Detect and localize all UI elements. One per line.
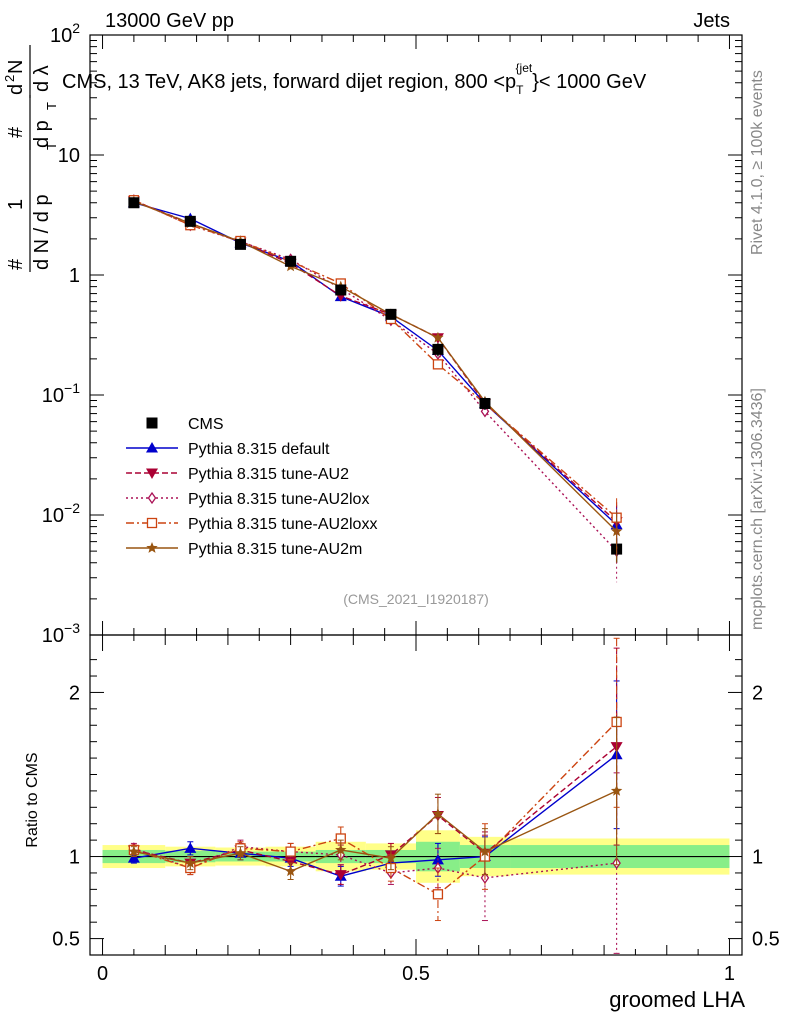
site-label: mcplots.cern.ch [arXiv:1306.3436] xyxy=(749,388,766,630)
ylabel-frac2-top: # xyxy=(5,126,27,138)
ylabel-den-sub: T xyxy=(44,142,59,150)
legend-label-data: CMS xyxy=(188,416,224,433)
analysis-label: (CMS_2021_I1920187) xyxy=(343,591,489,607)
ratio-series-4-point xyxy=(432,807,444,819)
ylabel-frac2-sub: T xyxy=(44,102,59,110)
legend-label-1: Pythia 8.315 tune-AU2 xyxy=(188,466,349,483)
data-point xyxy=(479,397,491,409)
ratio-series-3-point xyxy=(285,846,296,857)
y-tick-label: 102 xyxy=(50,20,80,47)
ylabel-frac2-bot: d p xyxy=(31,120,53,148)
ratio-y-tick-label-right: 1 xyxy=(752,847,763,869)
x-tick-label: 0.5 xyxy=(402,963,430,985)
y-tick-label: 1 xyxy=(69,265,80,287)
ylabel-frac3-top: d xyxy=(5,84,27,95)
ratio-series-line-1 xyxy=(133,746,618,876)
data-point xyxy=(128,197,140,209)
data-point xyxy=(184,215,196,227)
legend-marker-1 xyxy=(146,468,158,479)
series-line-3 xyxy=(133,199,618,519)
legend-marker-3 xyxy=(146,517,158,529)
energy-label: 13000 GeV pp xyxy=(105,10,234,32)
ratio-series-4-point xyxy=(284,865,297,877)
legend-label-0: Pythia 8.315 default xyxy=(188,441,330,458)
ratio-series-4-point xyxy=(335,843,347,855)
ratio-series-0-point xyxy=(127,852,140,863)
main-ylabel: # 1 d N / d p T # d p T d 2 N d λ xyxy=(2,45,59,272)
legend-label-4: Pythia 8.315 tune-AU2m xyxy=(188,541,362,558)
ylabel-num: 1 xyxy=(5,199,27,210)
y-tick-label: 10−3 xyxy=(42,620,80,647)
ratio-series-4-point xyxy=(610,784,623,796)
ratio-plot-frame xyxy=(89,634,743,956)
ylabel-frac3-top2: N xyxy=(5,60,27,74)
ratio-series-4-point xyxy=(184,857,197,868)
ratio-series-4-point xyxy=(234,847,247,859)
legend-marker-4 xyxy=(146,542,158,553)
data-point xyxy=(432,343,444,355)
y-tick-label: 10 xyxy=(58,145,80,167)
legend-marker-2 xyxy=(147,491,157,505)
ratio-y-tick-label-right: 0.5 xyxy=(752,929,780,951)
ratio-ylabel: Ratio to CMS xyxy=(24,752,41,847)
x-axis-label: groomed LHA xyxy=(609,987,745,1012)
data-point xyxy=(285,255,297,267)
data-point xyxy=(385,308,397,320)
ratio-series-1-point xyxy=(334,870,347,881)
ylabel-hash: # xyxy=(5,258,27,270)
ratio-series-4-point xyxy=(128,845,140,857)
legend-label-3: Pythia 8.315 tune-AU2loxx xyxy=(188,516,377,533)
ratio-y-tick-label: 2 xyxy=(69,682,80,704)
ylabel-frac3-sup: 2 xyxy=(2,75,17,82)
y-tick-label: 10−1 xyxy=(42,380,80,407)
data-point xyxy=(335,284,347,296)
series-3-point xyxy=(432,359,444,370)
plot-title: CMS, 13 TeV, AK8 jets, forward dijet reg… xyxy=(62,61,647,97)
ratio-plot: 0.5 0.5 1 1 2 2 0 0.5 1 xyxy=(52,635,780,985)
legend-marker-0 xyxy=(146,442,158,453)
x-tick-label: 1 xyxy=(724,963,735,985)
series-4-point xyxy=(432,331,444,343)
ratio-y-tick-label: 1 xyxy=(69,847,80,869)
ylabel-frac3-bot: d λ xyxy=(31,65,53,92)
category-label: Jets xyxy=(693,10,730,32)
ylabel-den: d N / d p xyxy=(31,194,53,270)
ratio-series-4-point xyxy=(385,852,397,864)
ratio-series-4-point xyxy=(479,845,491,857)
y-tick-label: 10−2 xyxy=(42,500,80,527)
ratio-series-0-point xyxy=(184,842,197,853)
legend: CMS Pythia 8.315 default Pythia 8.315 tune… xyxy=(126,416,377,558)
main-plot: 102 10 1 10−1 10−2 10−3 xyxy=(42,20,742,647)
legend-label-2: Pythia 8.315 tune-AU2lox xyxy=(188,491,369,508)
legend-marker-data xyxy=(146,417,158,429)
ratio-y-tick-label: 0.5 xyxy=(52,929,80,951)
ratio-y-tick-label-right: 2 xyxy=(752,682,763,704)
ratio-series-3-point xyxy=(432,889,444,900)
rivet-label: Rivet 4.1.0, ≥ 100k events xyxy=(749,70,766,255)
data-point xyxy=(234,238,246,250)
x-tick-label: 0 xyxy=(97,963,108,985)
